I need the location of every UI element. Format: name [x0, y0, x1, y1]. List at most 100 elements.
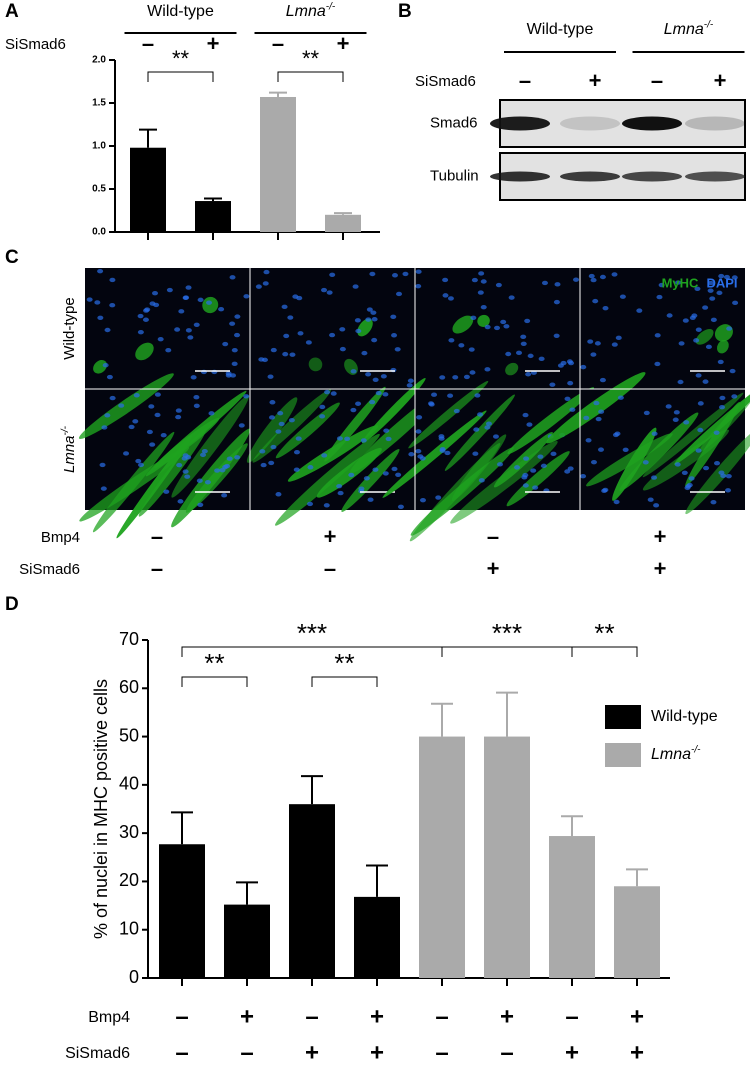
nucleus [707, 288, 714, 293]
nucleus [656, 294, 663, 300]
nucleus [484, 324, 491, 330]
blot-group-label: Lmna-/- [664, 19, 714, 38]
nucleus [480, 279, 487, 284]
significance-label: ** [172, 46, 190, 71]
nucleus [326, 290, 333, 295]
condition-sign: – [151, 556, 163, 581]
blot-band [490, 171, 550, 182]
nucleus [355, 401, 362, 406]
nucleus [329, 272, 336, 277]
significance-bracket [181, 676, 248, 687]
myotube [642, 392, 744, 478]
nucleus [477, 412, 484, 417]
myotube [716, 340, 729, 354]
blot-row-label: Smad6 [430, 114, 478, 131]
group-label-text: Wild-type [147, 3, 214, 20]
nucleus [296, 295, 303, 301]
myotube [341, 449, 400, 512]
nucleus [611, 272, 618, 277]
condition-label: Bmp4 [41, 529, 80, 546]
condition-sign: – [272, 31, 284, 56]
row-label: Lmna-/- [59, 425, 78, 473]
nucleus [710, 499, 717, 505]
nucleus [255, 284, 262, 289]
nucleus [447, 296, 454, 301]
nucleus [149, 442, 156, 447]
myotube [408, 380, 489, 449]
y-tick-label: 1.5 [92, 98, 106, 109]
condition-sign: – [151, 524, 163, 549]
nucleus [672, 417, 679, 422]
nucleus [478, 271, 485, 276]
nucleus [564, 469, 571, 474]
nucleus [243, 394, 250, 399]
myotube [246, 397, 298, 463]
nucleus [718, 470, 725, 475]
nucleus [590, 352, 597, 357]
nucleus [109, 303, 116, 308]
nucleus [206, 300, 213, 305]
nucleus [508, 295, 515, 300]
significance-label: ** [302, 46, 320, 71]
nucleus [732, 300, 739, 306]
nucleus [514, 465, 521, 470]
nucleus [538, 356, 545, 362]
significance-bracket [571, 646, 638, 657]
nucleus [678, 341, 685, 346]
nucleus [471, 277, 478, 283]
nucleus [718, 273, 725, 279]
nucleus [407, 378, 414, 383]
myotube [93, 359, 107, 374]
blot-band [685, 171, 745, 182]
nucleus [123, 451, 130, 456]
nucleus [654, 333, 661, 338]
nucleus [480, 304, 487, 310]
significance-bracket [147, 71, 214, 82]
nucleus [622, 447, 629, 453]
myotube [586, 433, 673, 487]
nucleus [175, 408, 182, 413]
nucleus [288, 418, 295, 423]
nucleus [674, 462, 681, 467]
nucleus [369, 399, 376, 405]
nucleus [361, 350, 368, 356]
nucleus [681, 470, 688, 475]
blot-band [685, 116, 745, 131]
condition-sign: – [435, 1039, 448, 1066]
nucleus [693, 338, 700, 343]
error-bar [236, 881, 258, 905]
nucleus [261, 357, 268, 363]
nucleus [323, 503, 330, 508]
nucleus [588, 273, 595, 279]
nucleus [458, 343, 465, 348]
nucleus [495, 282, 502, 288]
nucleus [99, 462, 106, 468]
nucleus [419, 497, 426, 503]
nucleus [243, 294, 250, 299]
nucleus [371, 337, 378, 343]
nucleus [686, 482, 693, 488]
channel-label: DAPI [706, 275, 737, 290]
nucleus [196, 478, 203, 483]
nucleus [329, 332, 336, 338]
nucleus [275, 429, 282, 434]
nucleus [522, 483, 529, 488]
nucleus [719, 395, 726, 401]
nucleus [537, 454, 544, 459]
nucleus [391, 333, 398, 338]
nucleus [658, 282, 665, 288]
condition-sign: – [565, 1003, 578, 1030]
nucleus [675, 280, 682, 285]
y-tick-label: 20 [119, 870, 139, 890]
error-bar [496, 691, 518, 737]
nucleus [613, 499, 620, 505]
nucleus [100, 486, 107, 491]
significance-bracket [441, 646, 573, 657]
nucleus [277, 411, 284, 416]
nucleus [731, 275, 738, 280]
nucleus [705, 344, 712, 350]
condition-sign: – [142, 31, 154, 56]
nucleus [269, 400, 276, 405]
nucleus [395, 472, 402, 477]
